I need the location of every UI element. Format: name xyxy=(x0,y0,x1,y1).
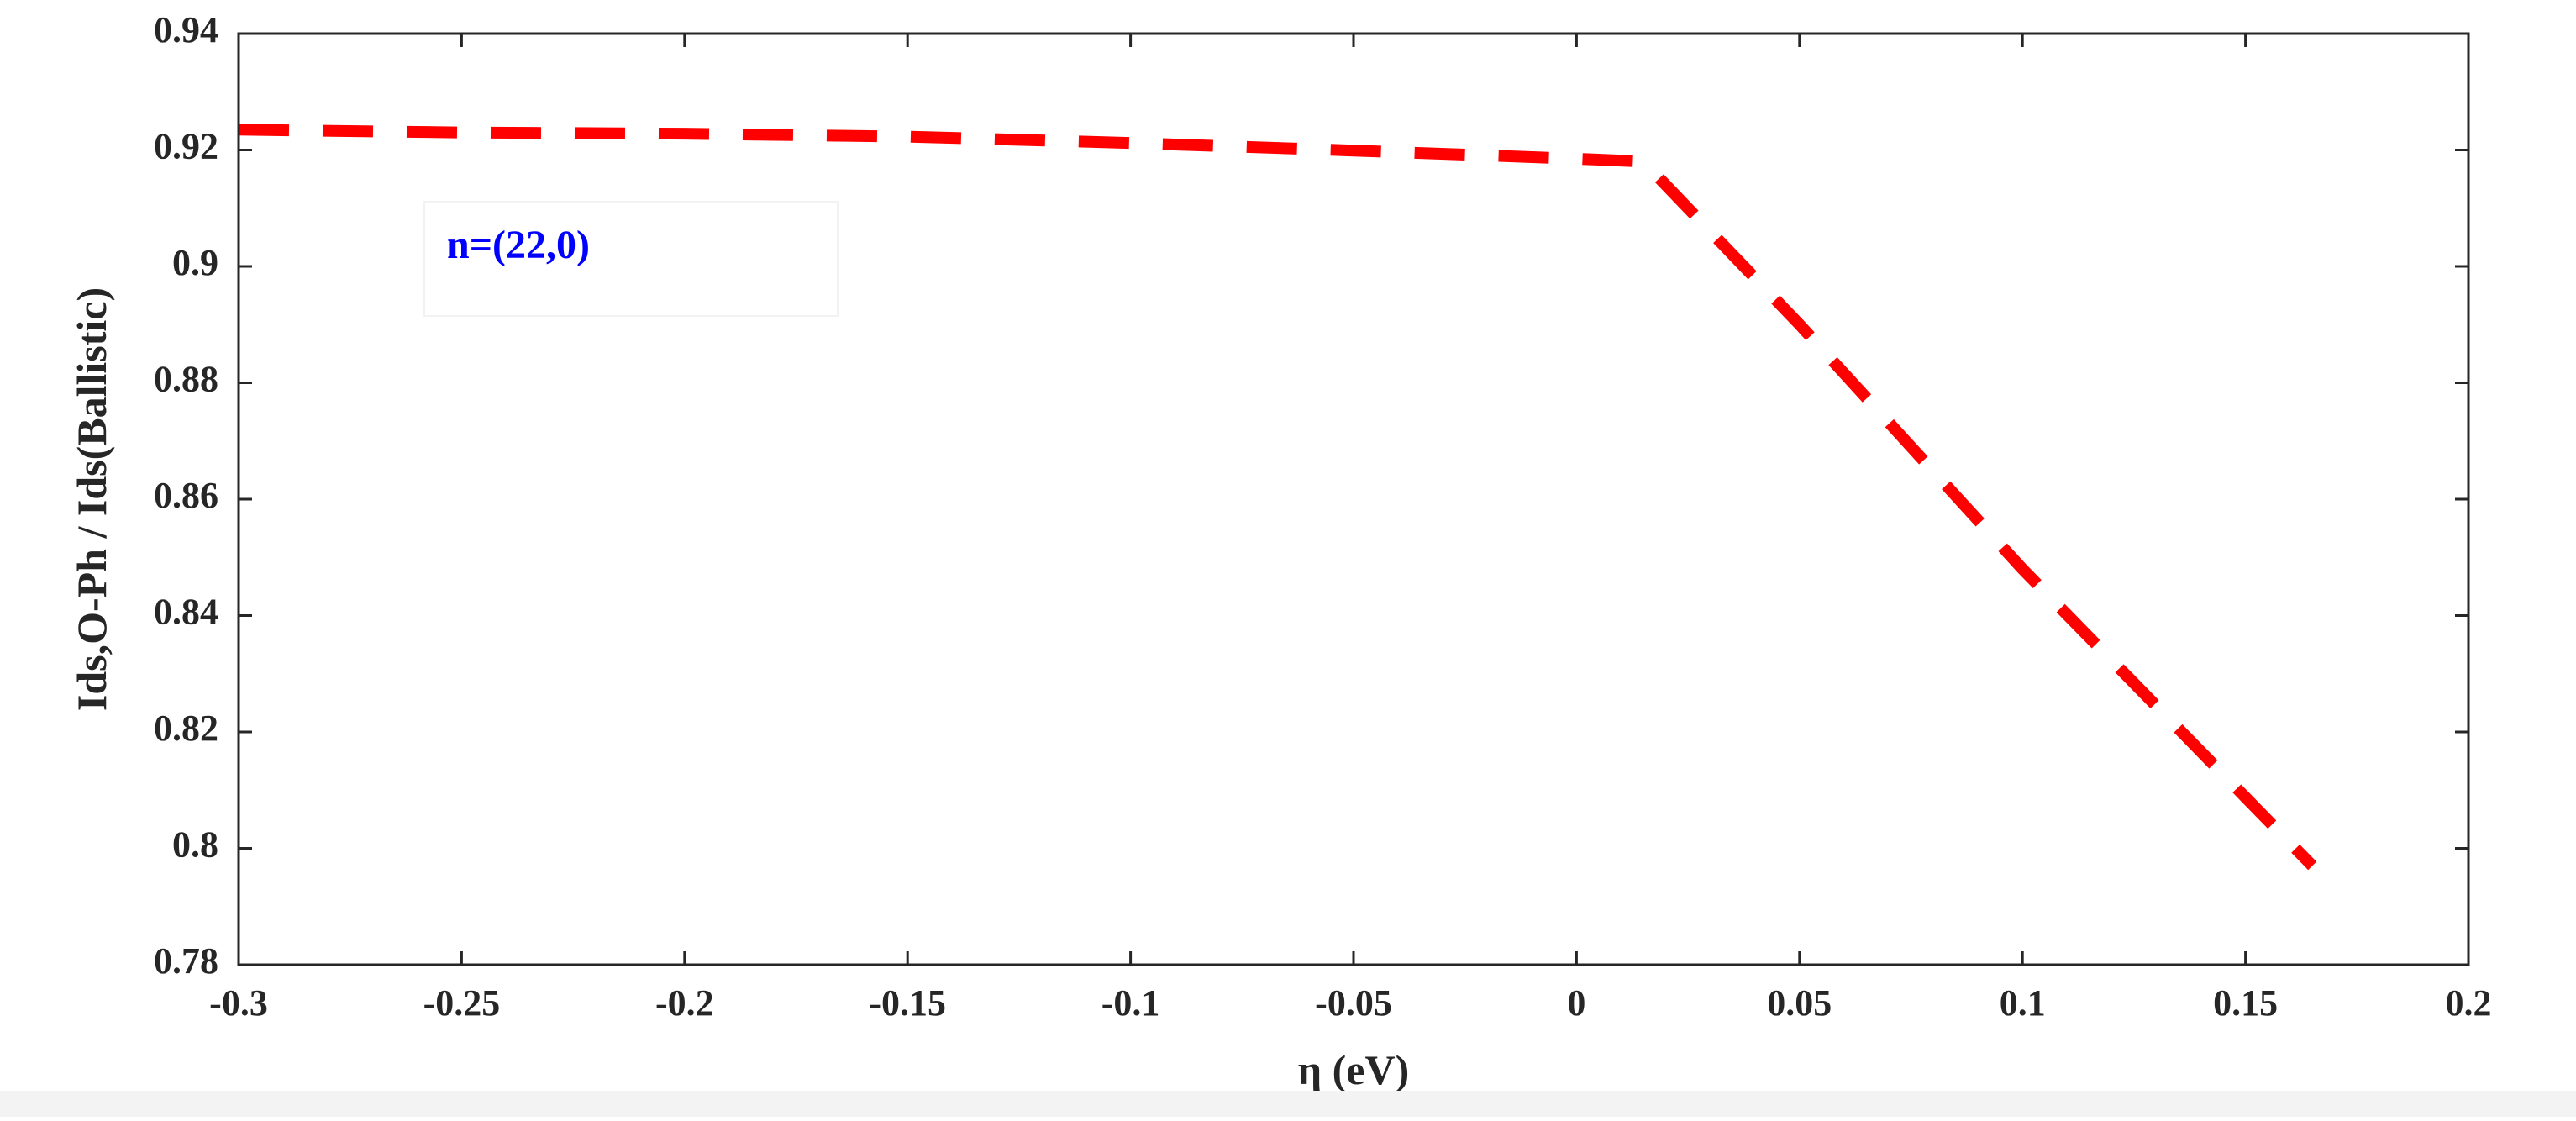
footer-band xyxy=(0,1091,2576,1117)
x-ticks: -0.3 -0.25 -0.2 -0.15 -0.1 -0.05 0 0.05 0.1 0.15 0… xyxy=(209,34,2492,1024)
series-line-0 xyxy=(238,124,2317,871)
y-tick-label: 0.78 xyxy=(154,940,218,982)
y-tick-label: 0.9 xyxy=(172,242,218,283)
y-tick-label: 0.92 xyxy=(154,126,218,167)
x-tick-label: -0.05 xyxy=(1315,982,1392,1024)
x-tick-label: 0.1 xyxy=(2000,982,2046,1024)
x-tick-label: 0 xyxy=(1567,982,1585,1024)
x-tick-label: -0.2 xyxy=(655,982,714,1024)
y-ticks: 0.78 0.8 0.82 0.84 0.86 0.88 0.9 0.92 0.94 xyxy=(154,9,2468,982)
x-tick-label: 0.05 xyxy=(1767,982,1832,1024)
annotation-layer: n=(22,0) xyxy=(423,201,839,317)
x-tick-label: -0.1 xyxy=(1101,982,1160,1024)
series-layer xyxy=(238,124,2317,871)
y-tick-label: 0.8 xyxy=(172,824,218,866)
x-tick-label: -0.15 xyxy=(869,982,946,1024)
y-tick-label: 0.94 xyxy=(154,9,218,50)
y-tick-label: 0.88 xyxy=(154,359,218,400)
y-tick-label: 0.84 xyxy=(154,592,218,633)
y-tick-label: 0.86 xyxy=(154,475,218,516)
x-tick-label: 0.15 xyxy=(2213,982,2278,1024)
y-axis-label: Ids,O-Ph / Ids(Ballistic) xyxy=(68,287,115,711)
plot-area xyxy=(239,34,2468,965)
x-tick-label: 0.2 xyxy=(2446,982,2492,1024)
x-tick-label: -0.25 xyxy=(423,982,501,1024)
x-tick-label: -0.3 xyxy=(209,982,268,1024)
annotation-label: n=(22,0) xyxy=(447,223,590,267)
x-axis-label: η (eV) xyxy=(1298,1046,1410,1093)
y-tick-label: 0.82 xyxy=(154,708,218,749)
annotation-box xyxy=(423,201,839,317)
